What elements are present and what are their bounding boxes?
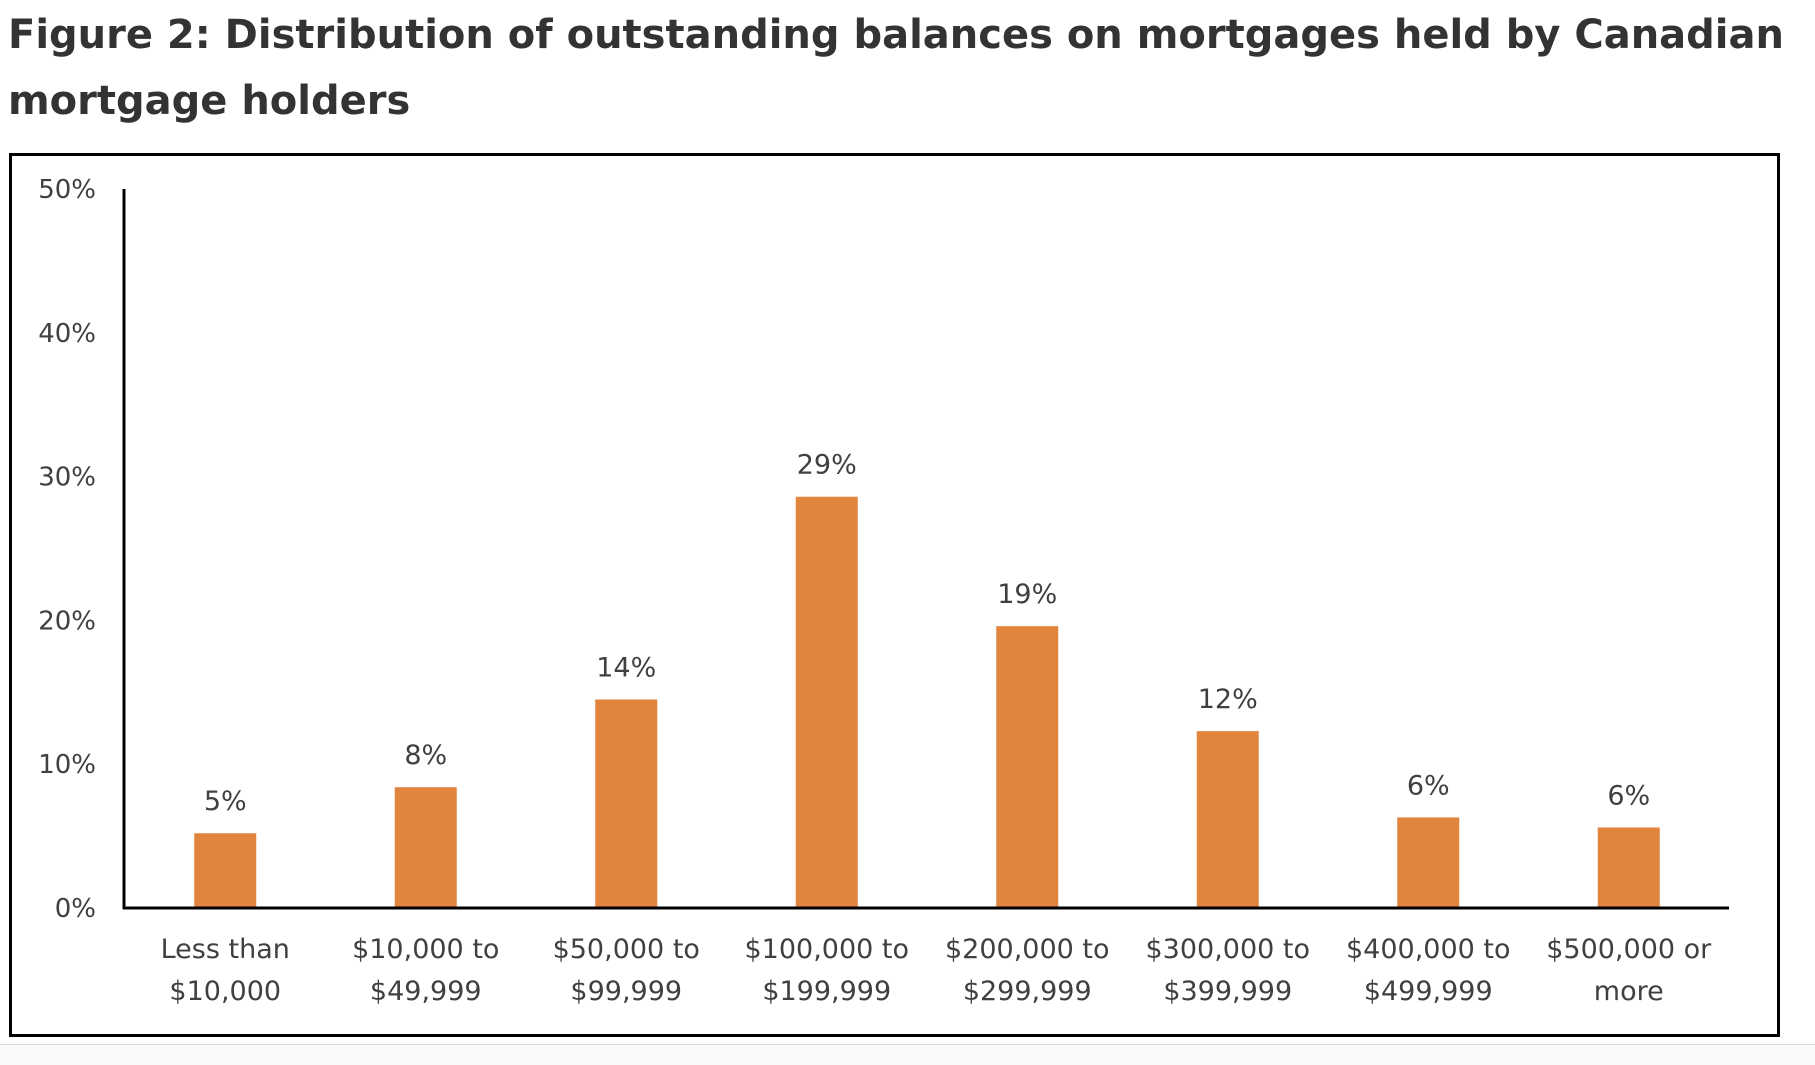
bar (795, 496, 858, 908)
x-category-label: $10,000 to (352, 934, 499, 965)
x-category-label: $299,999 (963, 976, 1092, 1007)
x-category-label: $199,999 (762, 976, 891, 1007)
data-label: 8% (404, 740, 447, 771)
data-label: 19% (997, 579, 1057, 610)
x-category-label: $200,000 to (945, 934, 1110, 965)
page-bottom-strip (0, 1044, 1815, 1065)
x-category-label: $399,999 (1163, 976, 1292, 1007)
x-category-label: $499,999 (1364, 976, 1493, 1007)
x-category-label: $400,000 to (1346, 934, 1511, 965)
data-label: 14% (596, 652, 656, 683)
bar (1597, 827, 1660, 908)
x-category-label: $99,999 (570, 976, 682, 1007)
x-category-label: $10,000 (169, 976, 281, 1007)
data-label: 6% (1607, 780, 1650, 811)
bar (1196, 731, 1259, 908)
x-category-label: $50,000 to (553, 934, 700, 965)
data-label: 12% (1198, 684, 1258, 715)
bar (996, 626, 1059, 908)
x-category-label: $500,000 or (1546, 934, 1712, 965)
bar (1397, 817, 1460, 908)
bar (194, 833, 257, 908)
data-label: 6% (1407, 770, 1450, 801)
y-tick-label: 20% (38, 606, 96, 636)
bar-chart: 0% 10% 20% 30% 40% 50% 5% Less than $10,000 8% $10… (38, 175, 1729, 1007)
x-category-label: $49,999 (370, 976, 482, 1007)
chart-frame: 0% 10% 20% 30% 40% 50% 5% Less than $10,000 8% $10… (9, 153, 1780, 1037)
y-tick-label: 50% (38, 175, 96, 205)
data-label: 29% (797, 450, 857, 481)
data-label: 5% (204, 786, 247, 817)
x-category-label: $300,000 to (1145, 934, 1310, 965)
bar (595, 699, 658, 908)
y-tick-label: 40% (38, 319, 96, 349)
y-tick-label: 10% (38, 750, 96, 780)
page-title: Figure 2: Distribution of outstanding ba… (8, 12, 1784, 124)
y-tick-label: 0% (55, 894, 96, 924)
x-category-label: Less than (161, 934, 290, 965)
x-category-label: $100,000 to (744, 934, 909, 965)
x-category-label: more (1594, 976, 1664, 1007)
y-tick-label: 30% (38, 463, 96, 493)
bar (394, 787, 457, 908)
